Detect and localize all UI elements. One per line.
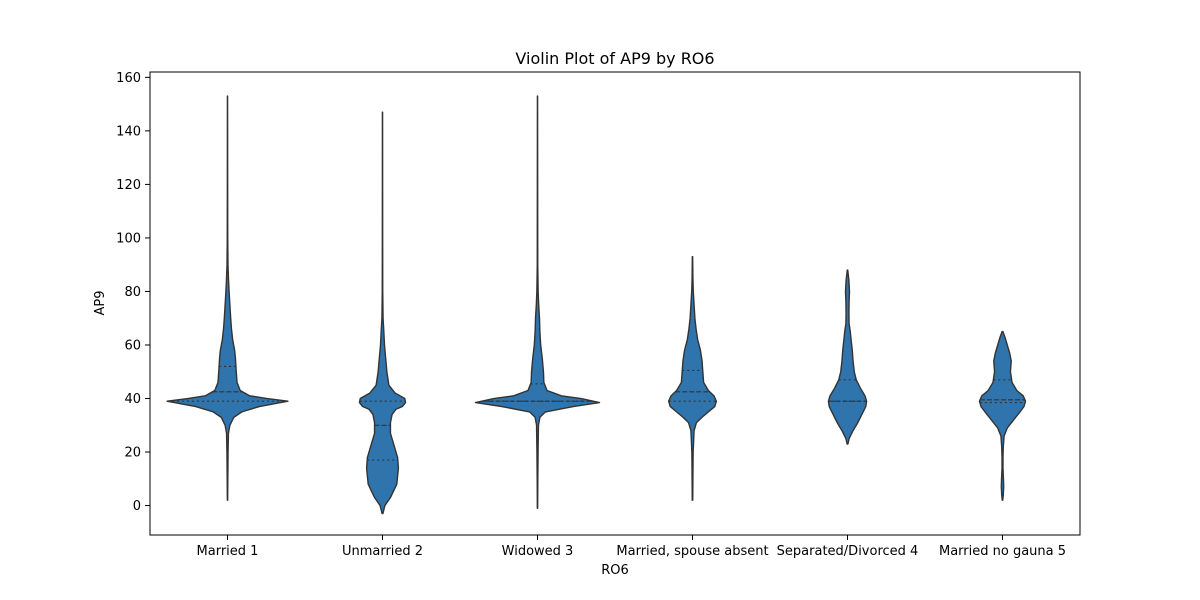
violin-body (978, 330, 1027, 501)
violins-layer (166, 95, 1027, 515)
y-tick-label: 120 (116, 178, 141, 193)
violin-body (667, 255, 718, 501)
violin-body (474, 95, 601, 509)
chart-title: Violin Plot of AP9 by RO6 (515, 49, 714, 68)
y-tick-label: 40 (124, 392, 141, 407)
y-tick-label: 20 (124, 446, 141, 461)
violin-body (166, 95, 289, 501)
y-tick-label: 60 (124, 338, 141, 353)
x-axis-title: RO6 (601, 563, 629, 578)
plot-frame (149, 71, 1081, 536)
x-tick-label: Widowed 3 (502, 544, 574, 559)
x-tick-label: Married, spouse absent (616, 544, 768, 559)
y-tick-label: 100 (116, 231, 141, 246)
x-tick-label: Unmarried 2 (342, 544, 423, 559)
y-axis-title: AP9 (93, 290, 108, 315)
y-axis: 0 20 40 60 80 100 120 140 160 (116, 71, 150, 514)
y-tick-label: 160 (116, 71, 141, 86)
x-tick-label: Married no gauna 5 (939, 544, 1066, 559)
violin-body (827, 269, 868, 445)
x-axis: Married 1 Unmarried 2 Widowed 3 Married, sp… (197, 535, 1066, 559)
violin-body (358, 111, 407, 515)
x-tick-label: Separated/Divorced 4 (777, 544, 919, 559)
x-tick-label: Married 1 (197, 544, 259, 559)
y-tick-label: 140 (116, 124, 141, 139)
y-tick-label: 0 (133, 499, 141, 514)
y-tick-label: 80 (124, 285, 141, 300)
